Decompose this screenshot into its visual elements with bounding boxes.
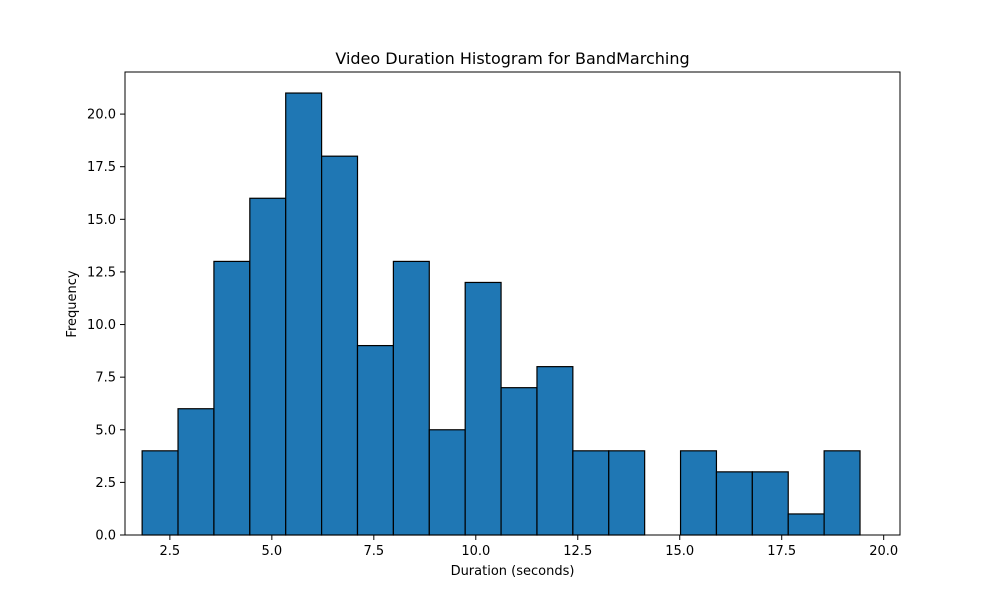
histogram-bar	[177, 408, 215, 536]
histogram-bar	[428, 429, 466, 536]
histogram-bar	[787, 513, 825, 536]
axes-layer: 2.5 5.0 7.5 10.0 12.5 15.0 17.5 20.0 0.0 2.5 5.0 7.…	[87, 71, 901, 559]
histogram-bar	[392, 260, 430, 536]
x-tick-label: 15.0	[665, 544, 694, 559]
y-tick-label: 17.5	[87, 160, 116, 175]
y-tick-label: 10.0	[87, 318, 116, 333]
histogram-bar	[715, 471, 753, 536]
y-tick-label: 0.0	[95, 529, 116, 544]
x-tick-label: 2.5	[160, 544, 181, 559]
x-tick-label: 12.5	[563, 544, 592, 559]
histogram-bar	[500, 387, 538, 536]
bars-layer	[141, 92, 861, 536]
histogram-bar	[751, 471, 789, 536]
x-tick-label: 7.5	[363, 544, 384, 559]
x-tick-label: 20.0	[869, 544, 898, 559]
x-tick-label: 17.5	[767, 544, 796, 559]
y-axis-label: Frequency	[65, 270, 80, 337]
histogram-bar	[249, 197, 287, 536]
y-tick-label: 5.0	[95, 423, 116, 438]
histogram-bar	[679, 450, 718, 536]
y-tick-label: 12.5	[87, 265, 116, 280]
histogram-bar	[464, 281, 502, 536]
histogram-bar	[321, 155, 359, 536]
histogram-bar	[572, 450, 610, 536]
y-tick-label: 7.5	[95, 371, 116, 386]
histogram-bar	[608, 450, 646, 536]
x-axis-label: Duration (seconds)	[451, 564, 575, 579]
histogram-bar	[285, 92, 323, 536]
histogram-bar	[356, 344, 394, 536]
histogram-bar	[536, 366, 574, 536]
histogram-bar	[213, 260, 251, 536]
chart-title: Video Duration Histogram for BandMarchin…	[335, 49, 689, 68]
x-tick-label: 5.0	[261, 544, 282, 559]
x-tick-label: 10.0	[461, 544, 490, 559]
y-tick-label: 15.0	[87, 213, 116, 228]
plot-frame	[124, 71, 901, 536]
y-tick-label: 20.0	[87, 108, 116, 123]
y-tick-label: 2.5	[95, 476, 116, 491]
histogram-bar	[823, 450, 861, 536]
histogram-bar	[141, 450, 179, 536]
